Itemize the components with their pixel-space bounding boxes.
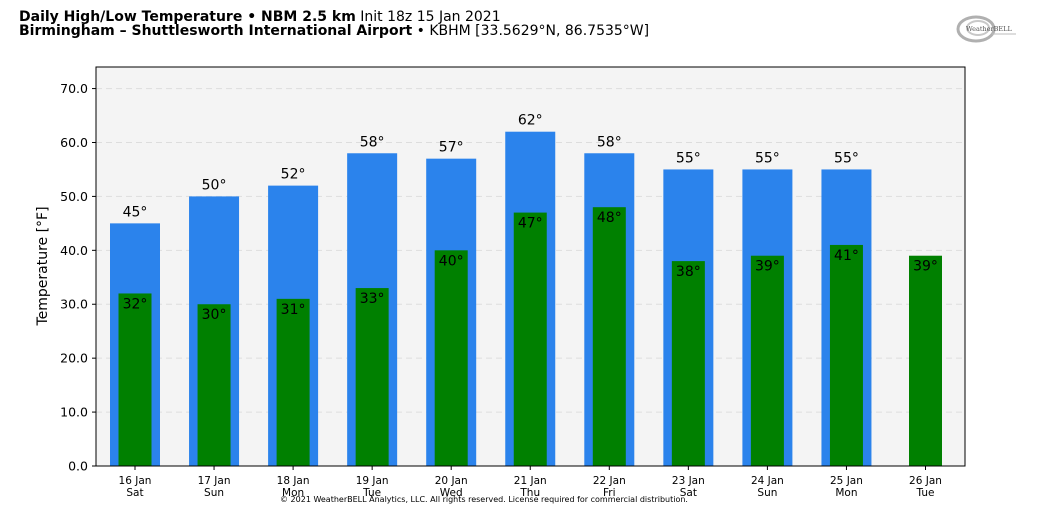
x-tick-weekday: Tue xyxy=(362,487,381,499)
low-temp-bar xyxy=(829,244,863,466)
low-temp-label: 31° xyxy=(281,302,306,318)
x-tick-date: 18 Jan xyxy=(277,475,310,487)
low-temp-bar xyxy=(513,212,547,466)
high-temp-label: 62° xyxy=(518,113,543,129)
high-temp-label: 45° xyxy=(123,204,148,220)
chart-subtitle: Birmingham – Shuttlesworth International… xyxy=(19,23,649,39)
x-tick-weekday: Sun xyxy=(757,487,777,499)
x-tick-date: 19 Jan xyxy=(356,475,389,487)
x-tick-weekday: Wed xyxy=(440,487,463,499)
logo-text: WeatherBELL xyxy=(966,25,1012,33)
y-tick-label: 50.0 xyxy=(60,189,88,204)
y-tick-label: 60.0 xyxy=(60,135,88,150)
high-temp-label: 55° xyxy=(834,150,859,166)
high-temp-label: 57° xyxy=(439,140,464,156)
low-temp-bar xyxy=(434,250,468,466)
low-temp-label: 33° xyxy=(360,291,385,307)
x-tick-date: 23 Jan xyxy=(672,475,705,487)
high-temp-label: 52° xyxy=(281,167,306,183)
weatherbell-logo: WeatherBELL xyxy=(956,12,1018,46)
low-temp-bar xyxy=(276,298,310,466)
low-temp-bar xyxy=(118,293,152,466)
y-axis: 0.0 10.0 20.0 30.0 40.0 50.0 60.0 70.0 xyxy=(60,81,96,474)
x-tick-date: 26 Jan xyxy=(909,475,942,487)
data-labels: 45° 32° 50° 30° 52° 31° 58° 33° 57° 40° 62° 47° 58° 4… xyxy=(123,113,938,324)
high-temp-label: 58° xyxy=(597,134,622,150)
chart-title: Daily High/Low Temperature • NBM 2.5 km … xyxy=(19,9,501,25)
low-temp-label: 39° xyxy=(913,259,938,275)
x-tick-date: 21 Jan xyxy=(514,475,547,487)
low-temp-label: 48° xyxy=(597,210,622,226)
y-tick-label: 10.0 xyxy=(60,405,88,420)
location-detail: • KBHM [33.5629°N, 86.7535°W] xyxy=(416,23,650,39)
high-temp-label: 55° xyxy=(676,150,701,166)
x-tick-weekday: Fri xyxy=(603,487,616,499)
low-temp-label: 39° xyxy=(755,259,780,275)
high-temp-label: 58° xyxy=(360,134,385,150)
low-temp-label: 47° xyxy=(518,216,543,232)
low-temp-bar xyxy=(355,288,389,466)
x-tick-weekday: Sat xyxy=(680,487,697,499)
x-tick-weekday: Sun xyxy=(204,487,224,499)
high-temp-label: 50° xyxy=(202,177,227,193)
x-tick-weekday: Tue xyxy=(916,487,935,499)
title-main: Daily High/Low Temperature • NBM 2.5 km xyxy=(19,9,356,25)
low-temp-label: 38° xyxy=(676,264,701,280)
copyright-notice: © 2021 WeatherBELL Analytics, LLC. All r… xyxy=(280,495,688,504)
x-tick-date: 16 Jan xyxy=(119,475,152,487)
low-temp-label: 41° xyxy=(834,248,859,264)
x-tick-date: 20 Jan xyxy=(435,475,468,487)
y-tick-label: 40.0 xyxy=(60,243,88,258)
low-temp-bar xyxy=(671,261,705,466)
x-tick-weekday: Mon xyxy=(835,487,857,499)
x-tick-weekday: Thu xyxy=(519,487,540,499)
x-tick-weekday: Mon xyxy=(282,487,304,499)
title-init: Init 18z 15 Jan 2021 xyxy=(360,9,501,25)
x-tick-date: 24 Jan xyxy=(751,475,784,487)
low-temp-label: 40° xyxy=(439,253,464,269)
location-name: Birmingham – Shuttlesworth International… xyxy=(19,23,413,39)
low-temp-bar xyxy=(750,255,784,466)
y-axis-label: Temperature [°F] xyxy=(35,206,51,326)
low-temp-bar xyxy=(197,304,231,466)
low-temp-bar xyxy=(909,255,942,466)
x-tick-date: 17 Jan xyxy=(198,475,231,487)
low-temp-label: 30° xyxy=(202,307,227,323)
y-tick-label: 0.0 xyxy=(68,459,88,474)
low-temp-bar xyxy=(592,207,626,466)
low-temp-label: 32° xyxy=(123,296,148,312)
x-tick-date: 25 Jan xyxy=(830,475,863,487)
y-tick-label: 30.0 xyxy=(60,297,88,312)
y-tick-label: 20.0 xyxy=(60,351,88,366)
bars xyxy=(110,131,942,467)
y-tick-label: 70.0 xyxy=(60,81,88,96)
x-tick-date: 22 Jan xyxy=(593,475,626,487)
high-temp-label: 55° xyxy=(755,150,780,166)
x-tick-weekday: Sat xyxy=(126,487,143,499)
